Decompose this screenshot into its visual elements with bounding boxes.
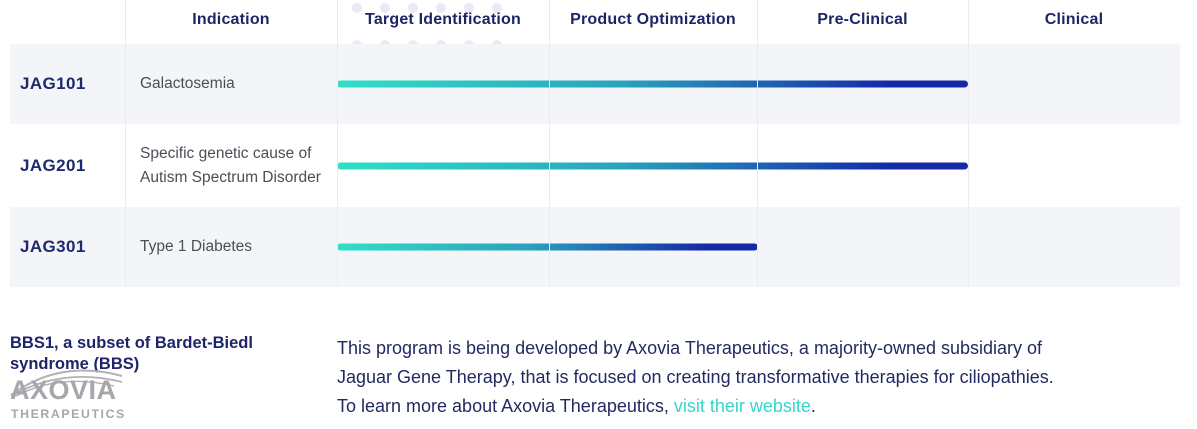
- dot-icon: [464, 3, 474, 13]
- indication-text: Specific genetic cause of Autism Spectru…: [140, 144, 321, 186]
- column-header-target-identification: Target Identification: [365, 11, 521, 28]
- column-divider: [337, 0, 338, 287]
- logo-wordmark: AXOVIA: [10, 375, 117, 405]
- column-divider: [757, 0, 758, 287]
- program-name: JAG101: [20, 74, 86, 93]
- description-line: To learn more about Axovia Therapeutics,…: [337, 392, 1054, 421]
- program-name: JAG201: [20, 155, 86, 175]
- dot-icon: [352, 3, 362, 13]
- indication-text: Galactosemia: [140, 74, 235, 92]
- column-header-product-optimization: Product Optimization: [570, 11, 736, 28]
- progress-bar: [337, 80, 968, 88]
- bbs-heading: BBS1, a subset of Bardet-Biedl syndrome …: [10, 334, 253, 374]
- column-header-clinical: Clinical: [1044, 11, 1104, 28]
- indication-text: Type 1 Diabetes: [140, 237, 253, 255]
- description-line: This program is being developed by Axovi…: [337, 338, 1043, 358]
- table-row: JAG101 Galactosemia: [10, 44, 1180, 124]
- dot-icon: [492, 3, 502, 13]
- table-row: JAG201 Specific genetic cause of Autism …: [10, 124, 1180, 207]
- dot-icon: [380, 3, 390, 13]
- progress-bar: [337, 162, 968, 169]
- logo-arcs-icon: [10, 369, 123, 397]
- description-line-start: To learn more about Axovia Therapeutics,: [337, 396, 674, 416]
- column-divider: [968, 0, 969, 287]
- column-divider: [549, 0, 550, 287]
- column-divider: [125, 0, 126, 287]
- program-name: JAG301: [20, 237, 86, 256]
- progress-bar: [337, 243, 758, 251]
- description-line: Jaguar Gene Therapy, that is focused on …: [337, 367, 1054, 387]
- dot-icon: [436, 3, 446, 13]
- table-row: JAG301 Type 1 Diabetes: [10, 207, 1180, 287]
- axovia-logo: AXOVIA THERAPEUTICS: [10, 368, 128, 428]
- footer-section: BBS1, a subset of Bardet-Biedl syndrome …: [10, 331, 1190, 429]
- pipeline-table: Indication Target Identification Product…: [10, 0, 1180, 287]
- program-description: This program is being developed by Axovi…: [337, 334, 1054, 421]
- website-link[interactable]: visit their website: [673, 396, 811, 416]
- column-header-pre-clinical: Pre-Clinical: [817, 11, 908, 28]
- column-header-indication: Indication: [192, 11, 270, 28]
- description-line-end: .: [810, 396, 816, 416]
- dot-icon: [408, 3, 418, 13]
- logo-subtitle: THERAPEUTICS: [11, 407, 126, 421]
